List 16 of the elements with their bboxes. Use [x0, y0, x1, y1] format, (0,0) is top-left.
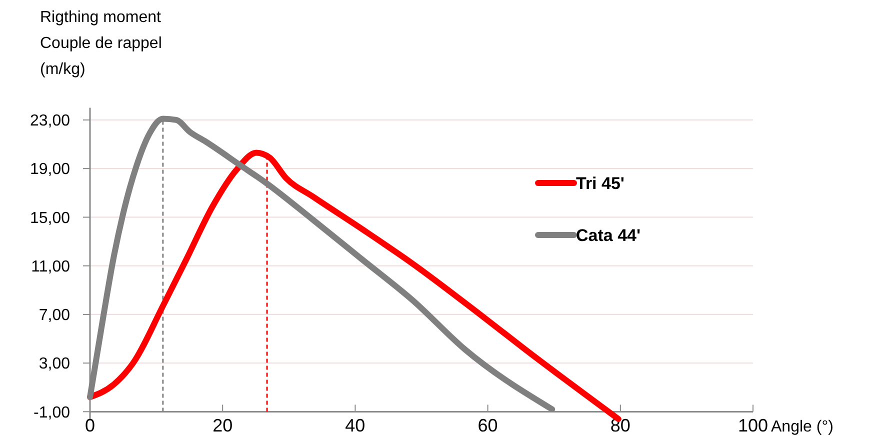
- y-tick-label: 23,00: [30, 112, 70, 130]
- x-tick-label: 40: [345, 416, 366, 436]
- legend-label: Cata 44': [576, 226, 641, 245]
- y-axis-title: Rigthing moment Couple de rappel (m/kg): [40, 9, 162, 78]
- y-tick-label: -1,00: [34, 404, 70, 422]
- x-tick-label: 100: [738, 416, 768, 436]
- y-tick-label: 15,00: [30, 210, 70, 227]
- y-tick-label: 11,00: [31, 258, 70, 276]
- y-tick-label: 7,00: [38, 307, 70, 324]
- legend-label: Tri 45': [576, 174, 624, 193]
- x-tick-label: 0: [84, 416, 96, 436]
- x-tick-label: 20: [212, 416, 233, 436]
- y-tick-label: 3,00: [38, 356, 70, 373]
- x-axis-title: Angle (°): [771, 418, 834, 436]
- y-tick-label: 19,00: [30, 161, 70, 178]
- x-tick-label: 60: [478, 416, 498, 436]
